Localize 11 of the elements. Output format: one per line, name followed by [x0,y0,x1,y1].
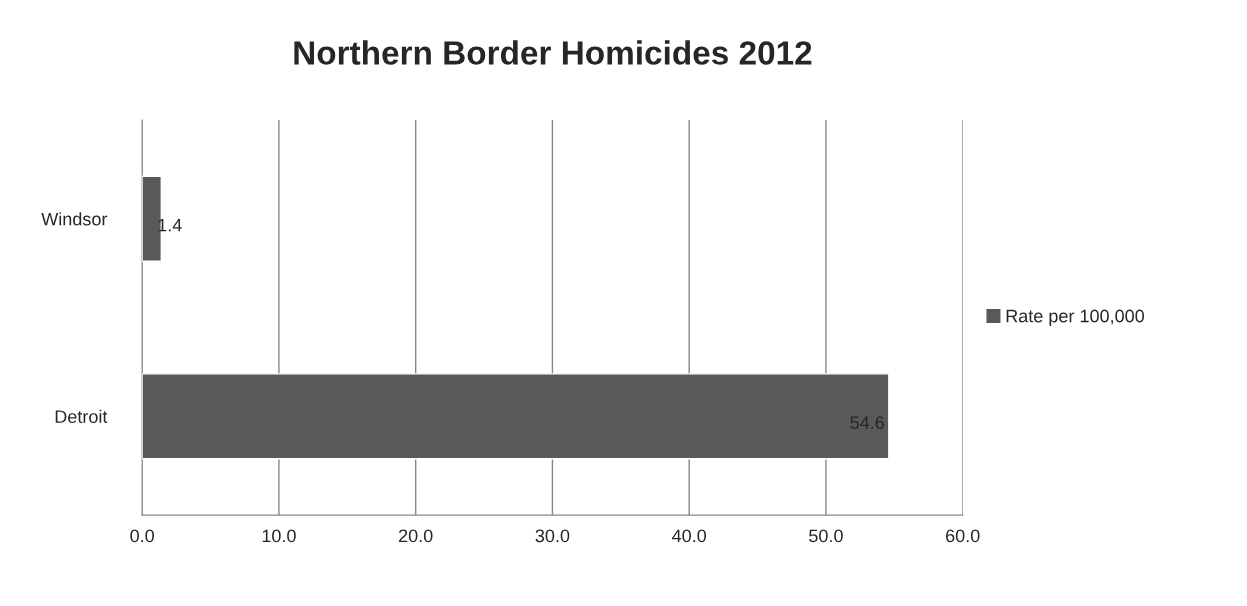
x-tick-label: 0.0 [130,529,154,543]
y-tick-label: Windsor [41,212,108,226]
x-tick-label: 10.0 [262,529,296,543]
x-tick-label: 30.0 [535,529,570,543]
x-tick-label: 20.0 [399,529,433,543]
y-tick-label: Detroit [55,409,108,424]
x-tick-label: 60.0 [946,529,980,543]
x-tick-label: 40.0 [672,529,707,543]
legend-label: Rate per 100,000 [1006,309,1145,326]
x-tick-label: 50.0 [809,529,843,543]
chart-title: Northern Border Homicides 2012 [294,40,812,65]
